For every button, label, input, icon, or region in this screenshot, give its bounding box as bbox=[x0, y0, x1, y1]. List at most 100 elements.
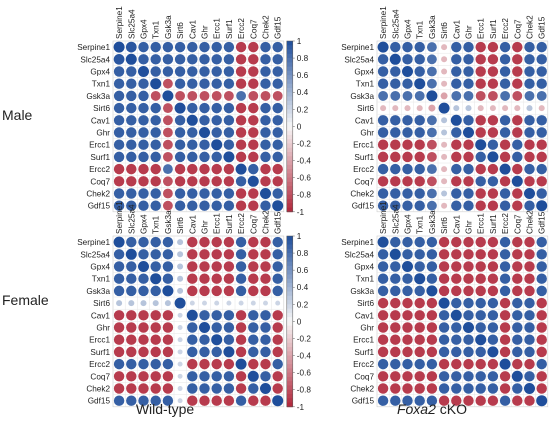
corr-circle bbox=[438, 334, 450, 345]
corr-circle bbox=[187, 127, 198, 138]
corr-circle bbox=[223, 200, 235, 211]
corr-circle bbox=[414, 334, 425, 345]
corr-circle bbox=[512, 188, 523, 199]
corr-circle bbox=[162, 176, 173, 187]
heatmap-panels: Serpine1Slc25a4Gpx4Txn1Gsk3aSirt6Cav1Ghr… bbox=[77, 6, 549, 412]
corr-circle bbox=[138, 358, 149, 370]
corr-circle bbox=[536, 115, 547, 126]
corr-circle bbox=[392, 105, 399, 112]
corr-circle bbox=[499, 66, 511, 77]
corr-circle bbox=[199, 346, 210, 358]
gene-row-label: Serpine1 bbox=[341, 238, 374, 247]
corr-circle bbox=[113, 200, 125, 211]
gene-row-label: Ercc2 bbox=[89, 360, 110, 369]
corr-circle bbox=[272, 261, 283, 272]
corr-circle bbox=[390, 163, 401, 175]
corr-circle bbox=[199, 90, 210, 101]
corr-circle bbox=[414, 163, 425, 175]
corr-circle bbox=[377, 261, 389, 272]
corr-circle bbox=[426, 164, 437, 175]
colorbar-segment bbox=[286, 134, 293, 140]
gene-row-label: Gsk3a bbox=[86, 92, 110, 101]
corr-circle bbox=[426, 236, 438, 248]
corr-circle bbox=[126, 127, 137, 138]
corr-circle bbox=[377, 297, 389, 309]
corr-circle bbox=[211, 200, 222, 211]
corr-circle bbox=[223, 115, 235, 126]
corr-circle bbox=[475, 249, 486, 260]
colorbar-segment bbox=[286, 92, 293, 97]
corr-circle bbox=[138, 249, 149, 260]
corr-circle bbox=[260, 273, 271, 284]
corr-circle bbox=[475, 200, 486, 211]
corr-circle bbox=[248, 310, 259, 321]
corr-circle bbox=[390, 395, 401, 406]
corr-circle bbox=[487, 41, 499, 53]
colorbar-segment bbox=[286, 265, 293, 271]
col-label-cko: Foxa2 cKO bbox=[397, 401, 467, 417]
corr-circle bbox=[524, 200, 535, 211]
corr-circle bbox=[174, 54, 186, 65]
corr-circle bbox=[463, 176, 474, 187]
colorbar-segment bbox=[286, 190, 293, 196]
gene-col-label: Surf1 bbox=[225, 19, 234, 39]
colorbar-segment bbox=[286, 389, 293, 395]
corr-circle bbox=[414, 358, 425, 370]
corr-circle bbox=[499, 236, 511, 248]
corr-circle bbox=[428, 104, 436, 112]
corr-circle bbox=[138, 383, 149, 394]
corr-circle bbox=[389, 53, 401, 65]
corr-circle bbox=[487, 115, 499, 126]
corr-circle bbox=[512, 383, 523, 394]
corr-circle bbox=[475, 163, 486, 175]
corr-circle bbox=[211, 54, 222, 65]
corr-circle bbox=[414, 78, 426, 90]
corr-circle bbox=[414, 383, 425, 394]
corr-circle bbox=[475, 285, 486, 297]
corr-circle bbox=[235, 395, 247, 406]
colorbar-tick-label: 0.2 bbox=[297, 105, 309, 114]
corr-circle bbox=[272, 139, 283, 150]
corr-circle bbox=[199, 273, 210, 284]
corr-circle bbox=[235, 163, 247, 175]
corr-circle bbox=[199, 41, 210, 53]
corr-circle bbox=[272, 90, 283, 101]
corr-circle bbox=[463, 383, 474, 394]
gene-col-label: Gsk3a bbox=[428, 210, 437, 234]
corr-circle bbox=[150, 334, 161, 345]
corr-circle bbox=[113, 41, 125, 53]
corr-circle bbox=[174, 41, 186, 53]
corr-circle bbox=[475, 358, 486, 370]
corr-circle bbox=[426, 54, 437, 65]
corr-circle bbox=[499, 310, 511, 321]
corr-circle bbox=[260, 322, 271, 333]
corr-circle bbox=[426, 139, 437, 150]
corr-circle bbox=[248, 139, 259, 150]
corr-circle bbox=[402, 41, 413, 53]
corr-circle bbox=[126, 163, 137, 175]
corr-circle bbox=[138, 115, 149, 126]
row-label-female: Female bbox=[2, 292, 49, 308]
colorbar-tick-label: 0.8 bbox=[297, 54, 309, 63]
corr-circle bbox=[390, 285, 401, 297]
gene-row-label: Sirt6 bbox=[93, 299, 110, 308]
corr-circle bbox=[441, 44, 448, 51]
corr-circle bbox=[162, 127, 173, 138]
corr-circle bbox=[426, 78, 437, 89]
corr-circle bbox=[536, 188, 547, 199]
corr-circle bbox=[162, 236, 174, 248]
corr-circle bbox=[260, 249, 271, 260]
corr-circle bbox=[536, 322, 547, 333]
corr-circle bbox=[524, 151, 535, 163]
corr-circle bbox=[451, 261, 462, 272]
corr-circle bbox=[126, 236, 137, 248]
corr-circle bbox=[414, 371, 425, 382]
corr-circle bbox=[390, 188, 401, 199]
corr-circle bbox=[499, 176, 511, 187]
gene-row-label: Ercc1 bbox=[89, 336, 110, 345]
gene-row-label: Chek2 bbox=[86, 190, 110, 199]
corr-circle bbox=[524, 236, 535, 248]
corr-circle bbox=[536, 90, 547, 101]
corr-circle bbox=[211, 395, 222, 406]
corr-circle bbox=[272, 54, 283, 65]
